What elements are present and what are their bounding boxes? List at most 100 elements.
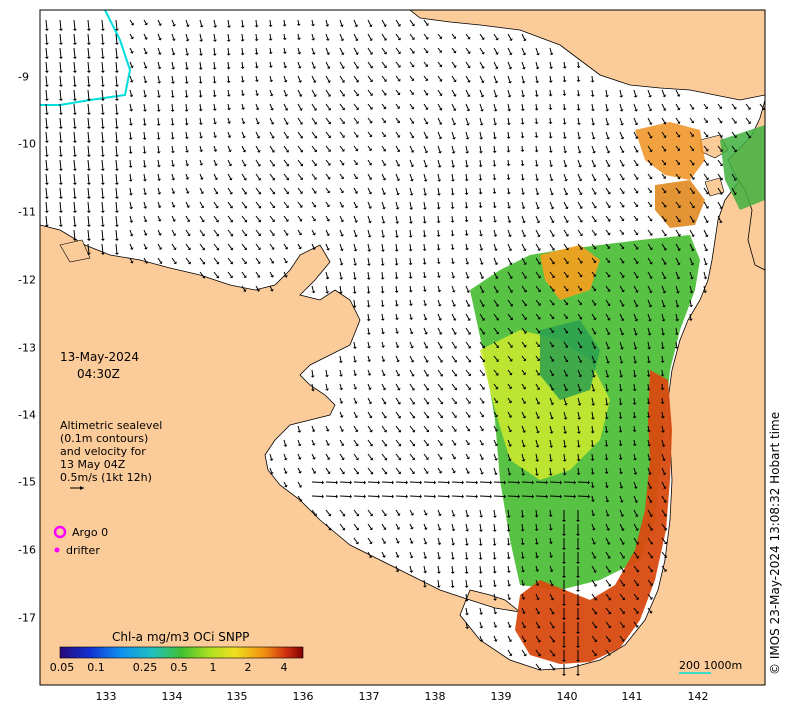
velocity-arrow-head	[382, 373, 386, 377]
velocity-arrow	[507, 425, 511, 431]
velocity-arrow-head	[256, 135, 261, 139]
velocity-arrow-head	[549, 178, 554, 182]
velocity-arrow-head	[691, 219, 695, 223]
velocity-arrow	[129, 89, 132, 96]
velocity-arrow-head	[663, 500, 667, 503]
velocity-arrow-head	[508, 639, 512, 643]
velocity-arrow	[661, 537, 666, 543]
velocity-arrow	[465, 425, 470, 431]
velocity-arrow	[465, 411, 470, 417]
velocity-arrow	[745, 103, 750, 109]
velocity-arrow	[115, 215, 118, 226]
velocity-arrow-head	[383, 513, 387, 517]
velocity-arrow	[437, 61, 442, 66]
velocity-arrow	[227, 103, 230, 109]
chlorophyll-orange-upper	[635, 122, 705, 180]
velocity-arrow-head	[201, 247, 206, 251]
chlorophyll-orange	[540, 245, 600, 300]
velocity-arrow-head	[576, 472, 581, 476]
velocity-arrow-head	[286, 177, 290, 181]
velocity-arrow-head	[397, 471, 402, 475]
velocity-arrow-head	[509, 358, 513, 362]
velocity-arrow-head	[606, 542, 611, 545]
velocity-arrow	[339, 271, 342, 278]
velocity-arrow	[45, 215, 48, 226]
velocity-arrow-head	[536, 611, 541, 615]
velocity-arrow-head	[577, 417, 582, 420]
velocity-arrow-head	[339, 263, 344, 266]
velocity-arrow-head	[283, 79, 288, 83]
velocity-arrow-head	[128, 151, 133, 154]
velocity-arrow-head	[58, 196, 63, 199]
velocity-arrow-head	[635, 610, 639, 614]
velocity-arrow-head	[243, 191, 248, 195]
velocity-arrow-head	[58, 56, 63, 59]
velocity-arrow	[353, 75, 358, 82]
velocity-arrow-head	[422, 207, 427, 210]
velocity-arrow-head	[423, 527, 428, 531]
velocity-arrow-head	[130, 36, 134, 40]
velocity-arrow	[521, 635, 526, 641]
velocity-arrow-head	[649, 569, 654, 573]
velocity-arrow	[605, 103, 608, 110]
velocity-arrow	[647, 439, 650, 445]
velocity-arrow-head	[660, 374, 665, 377]
velocity-arrow-head	[355, 120, 359, 124]
velocity-arrow	[577, 89, 580, 95]
velocity-arrow	[409, 243, 412, 250]
velocity-arrow-head	[704, 120, 709, 123]
velocity-arrow	[409, 369, 414, 376]
velocity-arrow-head	[58, 70, 63, 73]
velocity-arrow	[423, 19, 428, 25]
velocity-arrow	[381, 61, 386, 67]
velocity-arrow	[185, 187, 189, 193]
velocity-arrow	[633, 397, 636, 403]
velocity-arrow-head	[313, 163, 317, 166]
velocity-arrow-head	[436, 261, 441, 265]
velocity-arrow	[647, 243, 652, 249]
velocity-arrow	[339, 75, 344, 82]
velocity-arrow-head	[559, 480, 562, 485]
velocity-arrow	[423, 537, 427, 543]
velocity-arrow	[661, 257, 666, 264]
velocity-arrow-head	[382, 177, 387, 181]
velocity-arrow-head	[646, 374, 651, 378]
velocity-arrow	[717, 187, 722, 194]
velocity-arrow-head	[564, 359, 569, 363]
velocity-arrow-head	[396, 540, 400, 544]
velocity-arrow	[535, 635, 540, 641]
velocity-arrow-head	[114, 56, 119, 59]
velocity-arrow-head	[411, 23, 415, 27]
velocity-arrow-head	[453, 415, 457, 418]
velocity-arrow-head	[619, 375, 624, 378]
velocity-arrow-head	[503, 494, 506, 499]
velocity-arrow	[493, 621, 496, 627]
velocity-arrow	[101, 229, 104, 240]
velocity-arrow-head	[340, 219, 344, 223]
velocity-arrow-head	[299, 108, 303, 111]
velocity-arrow-head	[550, 373, 555, 377]
velocity-arrow-head	[562, 136, 567, 140]
velocity-arrow	[591, 313, 596, 319]
velocity-arrow	[633, 607, 638, 613]
velocity-arrow	[59, 47, 62, 58]
velocity-arrow-head	[493, 220, 497, 223]
velocity-arrow-head	[423, 541, 428, 545]
velocity-arrow-head	[326, 443, 330, 446]
velocity-arrow-head	[578, 302, 583, 306]
velocity-arrow-head	[114, 28, 119, 31]
velocity-arrow-head	[564, 178, 568, 182]
velocity-arrow-head	[618, 457, 623, 460]
velocity-arrow-head	[607, 218, 611, 222]
velocity-arrow	[143, 47, 147, 53]
velocity-arrow-head	[635, 232, 639, 236]
velocity-arrow	[479, 327, 484, 334]
velocity-arrow	[591, 383, 595, 390]
velocity-arrow-head	[411, 401, 416, 405]
velocity-arrow	[633, 565, 638, 572]
velocity-arrow-head	[576, 576, 580, 578]
velocity-arrow-head	[201, 219, 205, 223]
velocity-arrow-head	[578, 360, 583, 363]
velocity-arrow-head	[72, 56, 77, 59]
velocity-arrow-head	[509, 289, 513, 293]
